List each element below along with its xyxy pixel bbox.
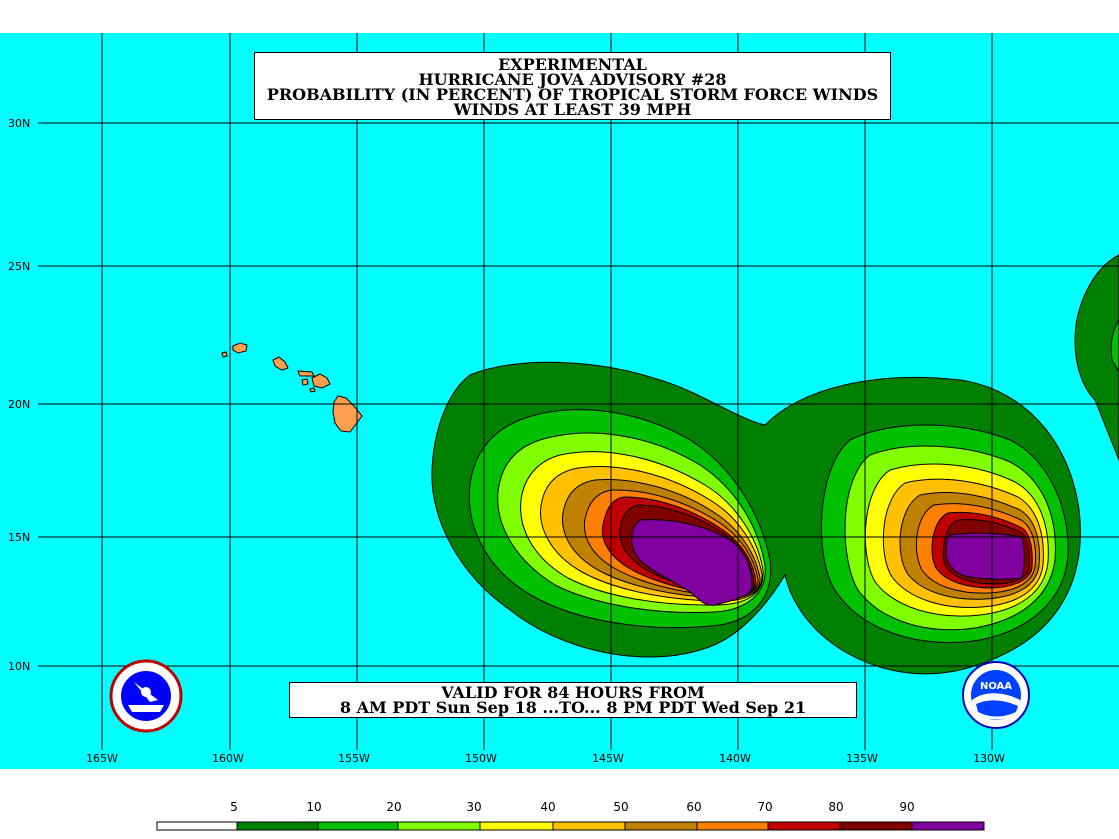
legend-swatch <box>397 821 481 831</box>
legend-swatch <box>317 821 399 831</box>
maui-island <box>311 373 331 389</box>
legend-swatch <box>156 821 238 831</box>
title-box: EXPERIMENTAL HURRICANE JOVA ADVISORY #28… <box>254 52 891 120</box>
title-line-1: EXPERIMENTAL <box>498 55 647 74</box>
longitude-labels: 165W 160W 155W 150W 145W 140W 135W 130W <box>86 752 1005 765</box>
noaa-logo-icon: NOAA <box>962 661 1030 729</box>
valid-time-box: VALID FOR 84 HOURS FROM 8 AM PDT Sun Sep… <box>289 682 857 718</box>
lat-label: 25N <box>8 260 30 273</box>
nws-seal-icon <box>109 659 183 733</box>
probability-contours <box>431 361 1081 675</box>
legend-swatch <box>479 821 554 831</box>
legend-label: 50 <box>613 800 629 814</box>
valid-line-1: VALID FOR 84 HOURS FROM <box>441 683 705 702</box>
legend-swatch <box>839 821 913 831</box>
kauai-island <box>232 342 248 354</box>
lanai-island <box>301 378 309 386</box>
lon-label: 165W <box>86 752 118 765</box>
legend-swatch <box>552 821 626 831</box>
niihau-island <box>221 351 228 358</box>
legend-label: 70 <box>757 800 773 814</box>
big-island <box>332 395 363 433</box>
lon-label: 130W <box>973 752 1005 765</box>
legend-label: 20 <box>386 800 402 814</box>
legend-swatch <box>236 821 319 831</box>
lon-label: 140W <box>719 752 751 765</box>
legend-labels: 5 10 20 30 40 50 60 70 80 90 <box>0 800 1119 818</box>
legend-swatch <box>911 821 985 831</box>
latitude-labels: 30N 25N 20N 15N 10N <box>8 117 30 673</box>
lat-label: 15N <box>8 531 30 544</box>
valid-line-2: 8 AM PDT Sun Sep 18 ...TO... 8 PM PDT We… <box>339 698 807 717</box>
legend-swatch <box>624 821 698 831</box>
contour-100-east <box>945 532 1025 580</box>
lat-label: 10N <box>8 660 30 673</box>
title-line-4: WINDS AT LEAST 39 MPH <box>453 100 692 119</box>
legend-color-bar <box>156 821 985 831</box>
east-edge-contours <box>1074 254 1119 461</box>
lon-label: 135W <box>846 752 878 765</box>
legend-label: 90 <box>899 800 915 814</box>
legend-label: 30 <box>466 800 482 814</box>
title-line-3: PROBABILITY (IN PERCENT) OF TROPICAL STO… <box>266 85 879 104</box>
oahu-island <box>272 356 289 371</box>
grid-lines <box>38 33 1119 750</box>
kahoolawe-island <box>309 387 316 393</box>
title-line-2: HURRICANE JOVA ADVISORY #28 <box>418 70 727 89</box>
molokai-island <box>297 370 315 377</box>
legend-swatch <box>767 821 841 831</box>
lat-label: 20N <box>8 398 30 411</box>
lon-label: 145W <box>592 752 624 765</box>
lon-label: 160W <box>212 752 244 765</box>
legend-swatch <box>696 821 769 831</box>
legend-label: 5 <box>230 800 238 814</box>
legend-label: 10 <box>306 800 322 814</box>
lon-label: 155W <box>338 752 370 765</box>
svg-text:NOAA: NOAA <box>980 681 1012 692</box>
lon-label: 150W <box>465 752 497 765</box>
lat-label: 30N <box>8 117 30 130</box>
legend-label: 40 <box>540 800 556 814</box>
hawaiian-islands <box>221 342 363 433</box>
legend-label: 80 <box>828 800 844 814</box>
legend-label: 60 <box>686 800 702 814</box>
